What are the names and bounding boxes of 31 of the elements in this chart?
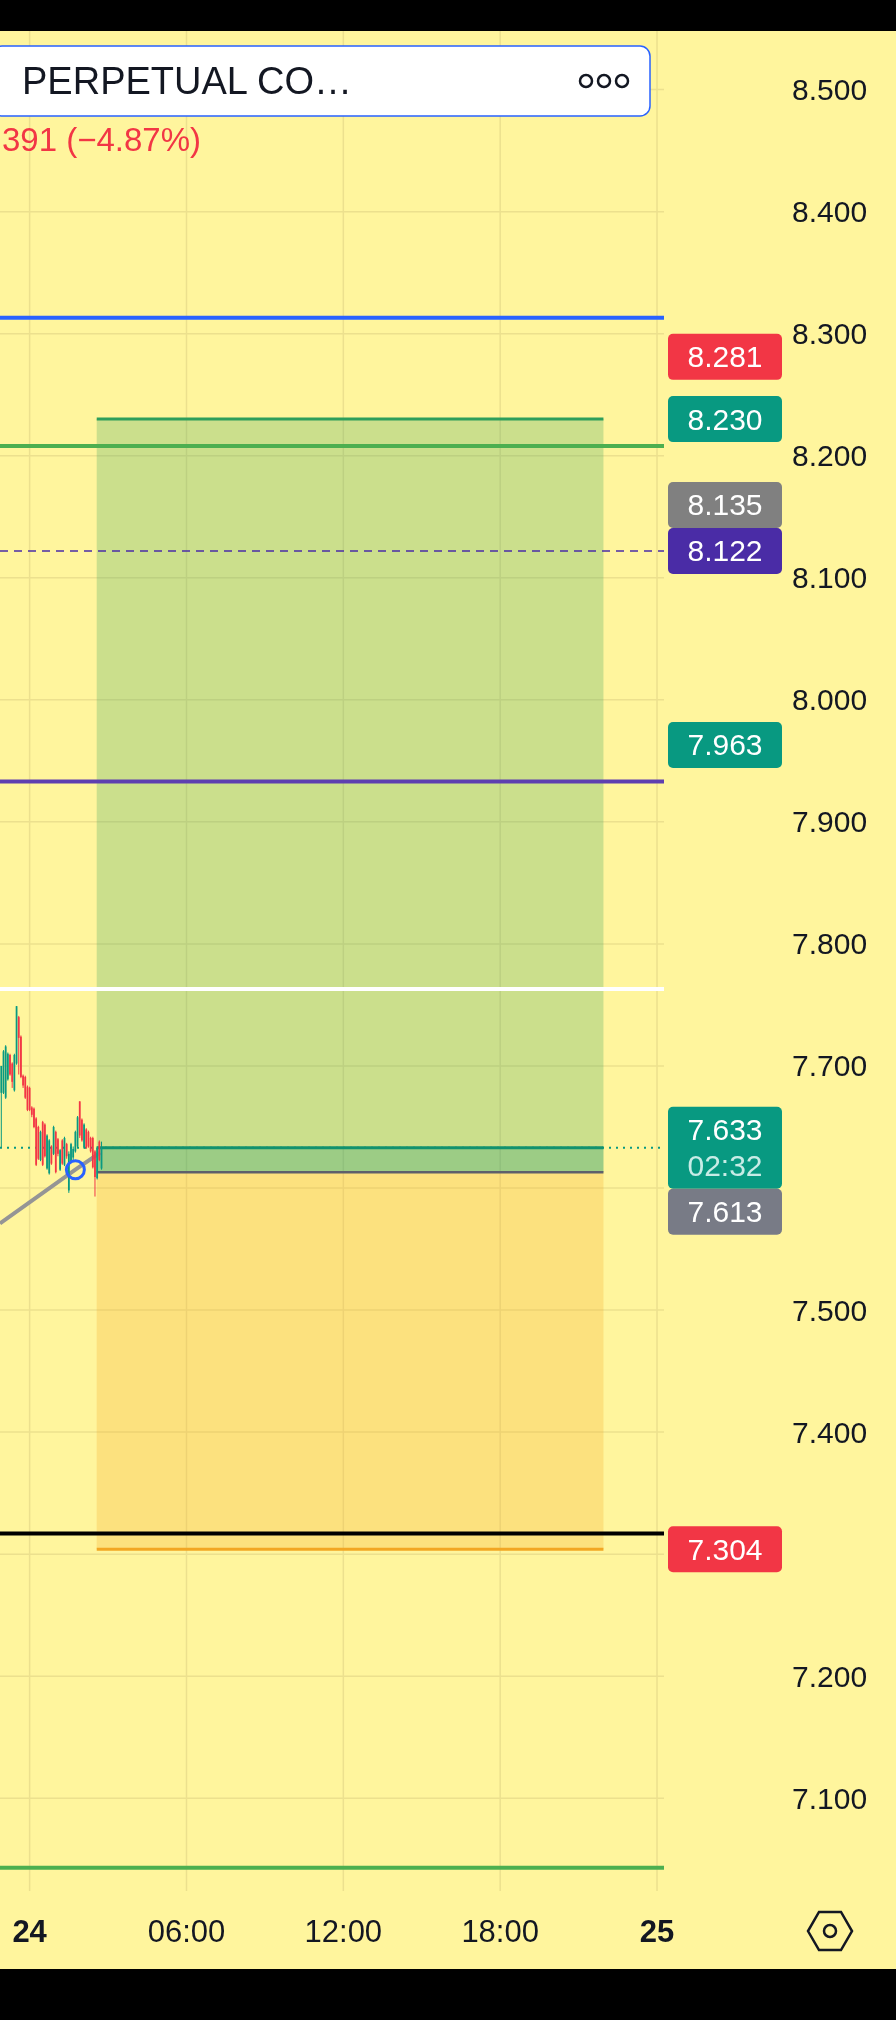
y-tick-label: 7.200 xyxy=(792,1659,868,1693)
title-box: PERPETUAL CO… xyxy=(0,45,651,117)
y-tick-label: 7.700 xyxy=(792,1049,868,1083)
candlestick xyxy=(46,1133,48,1171)
x-tick-label: 18:00 xyxy=(461,1913,539,1949)
text: 391 (−4.87%) xyxy=(2,120,202,158)
y-tick-label: 8.400 xyxy=(792,195,868,229)
ref-line-label: 7.633 02:32 xyxy=(687,1113,763,1183)
x-tick-label: 06:00 xyxy=(147,1913,226,1949)
y-tick-label: 8.100 xyxy=(792,561,868,595)
x-tick-label: 12:00 xyxy=(304,1913,383,1949)
y-tick-label: 7.900 xyxy=(792,805,868,839)
candlestick xyxy=(98,1139,101,1162)
ref-line-label: 8.122 xyxy=(687,534,763,568)
candlestick xyxy=(59,1148,61,1172)
y-tick-label: 8.300 xyxy=(792,317,868,351)
x-tick-label: 24 xyxy=(12,1913,48,1949)
text: 8.230 xyxy=(687,402,763,436)
y-tick-label: 7.500 xyxy=(792,1293,868,1327)
y-tick-label: 7.100 xyxy=(792,1781,868,1815)
text: 8.135 xyxy=(687,488,763,522)
text: 8.281 xyxy=(687,340,763,374)
y-tick-label: 7.400 xyxy=(792,1415,868,1449)
y-tick-label: 7.800 xyxy=(792,927,868,961)
y-tick-label: 8.500 xyxy=(792,73,868,107)
y-tick-label: 8.200 xyxy=(792,439,868,473)
text: 7.963 xyxy=(687,728,763,762)
y-tick-label: 8.000 xyxy=(792,683,868,717)
text: 7.304 xyxy=(687,1532,763,1566)
x-tick-label: 25 xyxy=(639,1913,675,1949)
text: 7.613 xyxy=(687,1195,763,1229)
